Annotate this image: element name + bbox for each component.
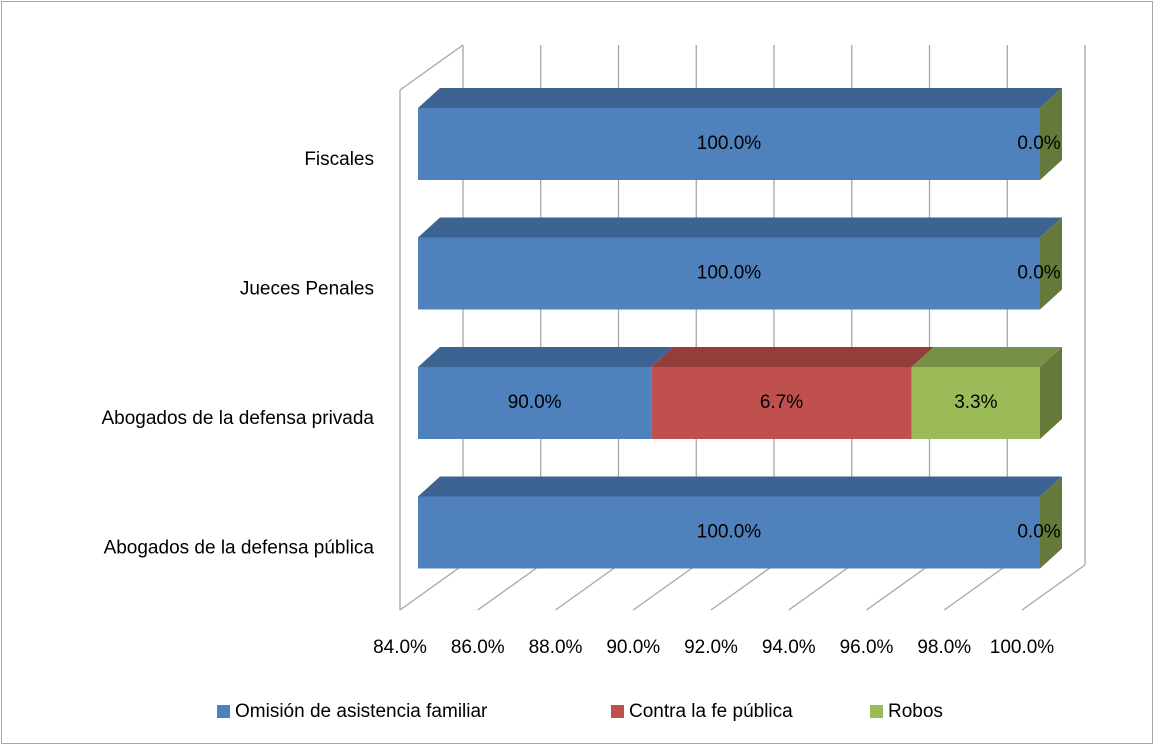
bar-side <box>1040 476 1062 569</box>
bar-segment <box>418 367 652 439</box>
bar-side <box>1040 88 1062 180</box>
bar-side <box>1040 347 1062 439</box>
x-tick-label: 84.0% <box>373 637 427 658</box>
x-tick-label: 98.0% <box>917 637 971 658</box>
x-tick-label: 94.0% <box>762 637 816 658</box>
legend-swatch <box>870 705 883 718</box>
bar-segment <box>651 367 912 439</box>
floor-line <box>632 564 697 611</box>
bar-segment <box>418 237 1040 310</box>
legend-label: Contra la fe pública <box>629 701 793 722</box>
bar-segment <box>911 367 1040 439</box>
bar-top <box>418 88 1062 108</box>
category-label: Abogados de la defensa pública <box>104 538 375 559</box>
bar-segment <box>418 108 1040 180</box>
floor-line <box>1021 564 1086 611</box>
floor-line <box>943 564 1008 611</box>
x-tick-label: 96.0% <box>840 637 894 658</box>
category-label: Jueces Penales <box>240 279 374 300</box>
legend-label: Robos <box>888 701 943 722</box>
bar-top <box>418 217 1062 238</box>
data-label: 0.0% <box>1017 263 1060 284</box>
category-label: Fiscales <box>304 149 374 170</box>
legend-swatch <box>217 705 230 718</box>
data-label: 0.0% <box>1017 522 1060 543</box>
category-label: Abogados de la defensa privada <box>101 408 374 429</box>
floor-line <box>477 564 542 611</box>
bar-top <box>418 347 674 367</box>
x-tick-label: 100.0% <box>990 637 1055 658</box>
floor-line <box>788 564 853 611</box>
bar-top <box>651 347 934 367</box>
x-tick-label: 92.0% <box>684 637 738 658</box>
bar-top <box>418 476 1062 497</box>
x-tick-label: 86.0% <box>451 637 505 658</box>
wall-edge <box>399 44 464 91</box>
data-label: 100.0% <box>697 263 762 284</box>
data-label: 6.7% <box>760 392 803 413</box>
bar-segment <box>418 496 1040 569</box>
floor-line <box>555 564 619 611</box>
data-label: 0.0% <box>1017 133 1060 154</box>
data-label: 100.0% <box>697 133 762 154</box>
data-label: 90.0% <box>508 392 562 413</box>
legend-swatch <box>611 705 624 718</box>
data-label: 3.3% <box>954 392 997 413</box>
floor-line <box>710 564 775 611</box>
bar-side <box>1040 217 1062 310</box>
floor-line <box>866 564 930 611</box>
legend-label: Omisión de asistencia familiar <box>235 701 488 722</box>
floor-line <box>399 564 464 611</box>
x-tick-label: 90.0% <box>606 637 660 658</box>
data-label: 100.0% <box>697 522 762 543</box>
bar-top <box>911 347 1062 367</box>
x-tick-label: 88.0% <box>529 637 583 658</box>
